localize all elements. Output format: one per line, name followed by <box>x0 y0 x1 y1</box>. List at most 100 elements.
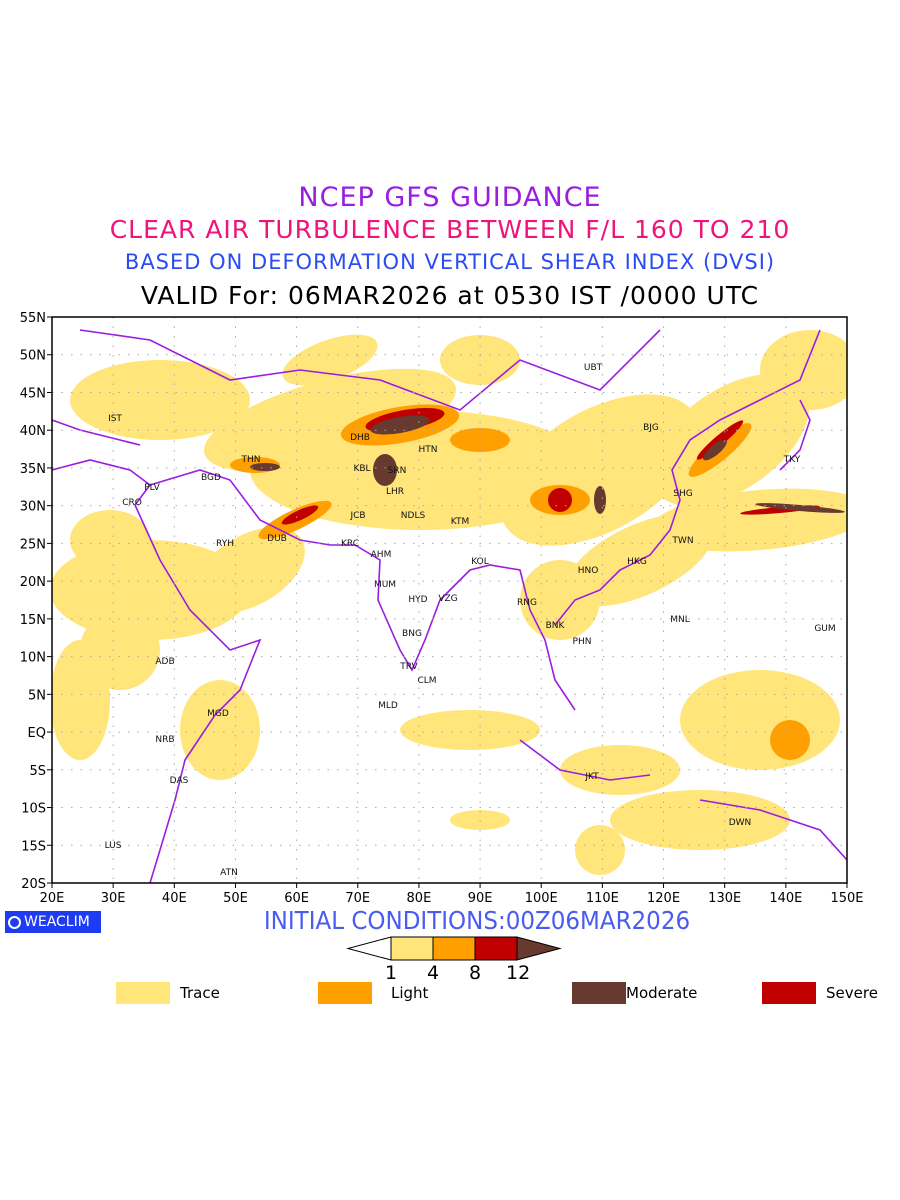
legend-label-light: Light <box>391 984 429 1002</box>
lon-tick-label: 110E <box>586 891 619 906</box>
lat-tick-label: 15S <box>21 839 46 854</box>
lat-tick-label: EQ <box>28 726 46 741</box>
turbulence-field <box>52 330 847 875</box>
legend-swatch-trace <box>116 982 170 1004</box>
lon-tick-label: 130E <box>708 891 741 906</box>
city-label-bjg: BJG <box>643 423 659 433</box>
coastline <box>52 419 141 446</box>
lat-tick-label: 50N <box>20 349 46 364</box>
lon-tick-label: 50E <box>223 891 248 906</box>
turbulence-area-trace <box>282 334 378 386</box>
colorbar-level: 1 <box>385 962 398 984</box>
city-label-trv: TRV <box>399 662 418 672</box>
city-label-hno: HNO <box>578 566 599 576</box>
lat-tick-label: 5S <box>29 764 46 779</box>
turbulence-area-trace <box>610 790 790 850</box>
lon-tick-label: 20E <box>40 891 65 906</box>
lon-tick-label: 40E <box>162 891 187 906</box>
coastline <box>554 329 821 626</box>
colorbar-high-arrow <box>516 936 562 961</box>
city-label-thn: THN <box>241 455 261 465</box>
colorbar-level: 12 <box>506 962 531 984</box>
city-label-ist: IST <box>108 414 122 424</box>
city-label-mnl: MNL <box>670 615 690 625</box>
city-label-kol: KOL <box>471 557 489 567</box>
legend-swatch-moderate <box>572 982 626 1004</box>
lat-tick-label: 10S <box>21 802 46 817</box>
turbulence-area-severe <box>281 505 319 525</box>
coastline <box>52 459 262 883</box>
coastline <box>519 739 651 781</box>
lon-tick-label: 150E <box>830 891 863 906</box>
city-label-dwn: DWN <box>729 818 752 828</box>
city-label-phn: PHN <box>573 637 592 647</box>
turbulence-area-moderate <box>250 463 280 471</box>
lon-tick-label: 100E <box>525 891 558 906</box>
turbulence-area-trace <box>680 670 840 770</box>
colorbar-segment-severe <box>474 936 518 961</box>
turbulence-area-trace <box>70 510 150 570</box>
legend-label-severe: Severe <box>826 984 878 1002</box>
coastline <box>149 469 576 711</box>
lat-tick-label: 15N <box>20 613 46 628</box>
turbulence-area-moderate <box>373 454 397 486</box>
city-label-rng: RNG <box>517 598 537 608</box>
city-label-cro: CRO <box>122 498 142 508</box>
city-label-ryh: RYH <box>216 539 234 549</box>
lat-tick-label: 30N <box>20 500 46 515</box>
city-label-ahm: AHM <box>371 550 392 560</box>
lat-tick-label: 20S <box>21 877 46 892</box>
city-label-srn: SRN <box>388 466 407 476</box>
city-label-jcb: JCB <box>349 511 365 521</box>
weaclim-logo[interactable]: WEACLIM <box>5 911 101 933</box>
colorbar-segment-trace <box>390 936 434 961</box>
city-label-das: DAS <box>170 776 189 786</box>
turbulence-map: UBT IST BJG DHB HTN THN TKY KBL SRN BGD LHR PLV SHG C… <box>20 311 864 961</box>
lon-tick-label: 80E <box>407 891 432 906</box>
turbulence-area-moderate <box>594 486 606 514</box>
city-label-htn: HTN <box>419 445 438 455</box>
turbulence-area-trace <box>760 330 847 410</box>
city-label-clm: CLM <box>417 676 436 686</box>
city-label-dhb: DHB <box>350 433 370 443</box>
turbulence-area-trace <box>440 335 520 385</box>
city-label-mgd: MGD <box>207 709 229 719</box>
lat-tick-label: 5N <box>28 688 46 703</box>
coastline <box>79 329 661 411</box>
legend-swatch-severe <box>762 982 816 1004</box>
title-line-1: NCEP GFS GUIDANCE <box>298 182 602 213</box>
lon-tick-label: 70E <box>345 891 370 906</box>
city-label-hkg: HKG <box>627 557 647 567</box>
lat-tick-label: 35N <box>20 462 46 477</box>
coastline <box>779 399 811 471</box>
turbulence-area-trace <box>560 745 680 795</box>
legend-label-trace: Trace <box>180 984 220 1002</box>
city-label-shg: SHG <box>673 489 692 499</box>
lat-tick-label: 25N <box>20 537 46 552</box>
valid-time: VALID For: 06MAR2026 at 0530 IST /0000 U… <box>140 281 760 310</box>
lon-tick-label: 60E <box>284 891 309 906</box>
city-label-krc: KRC <box>341 539 359 549</box>
lon-tick-label: 140E <box>769 891 802 906</box>
city-label-hyd: HYD <box>408 595 427 605</box>
map-frame <box>51 316 848 884</box>
legend-label-moderate: Moderate <box>626 984 698 1002</box>
city-label-kbl: KBL <box>353 464 370 474</box>
brand-label: WEACLIM <box>24 914 90 930</box>
turbulence-area-trace <box>195 527 305 613</box>
initial-conditions: INITIAL CONDITIONS:00Z06MAR2026 <box>263 906 691 935</box>
city-label-ktm: KTM <box>451 517 469 527</box>
lat-tick-label: 40N <box>20 424 46 439</box>
lon-tick-label: 120E <box>647 891 680 906</box>
lat-tick-label: 45N <box>20 386 46 401</box>
colorbar-level: 4 <box>427 962 440 984</box>
turbulence-area-trace <box>400 710 540 750</box>
city-label-atn: ATN <box>220 868 238 878</box>
city-label-dub: DUB <box>267 534 287 544</box>
city-label-bnk: BNK <box>546 621 566 631</box>
turbulence-area-trace <box>450 810 510 830</box>
turbulence-area-trace <box>575 825 625 875</box>
city-label-mld: MLD <box>378 701 398 711</box>
lat-tick-label: 55N <box>20 311 46 326</box>
city-label-vzg: VZG <box>438 594 457 604</box>
